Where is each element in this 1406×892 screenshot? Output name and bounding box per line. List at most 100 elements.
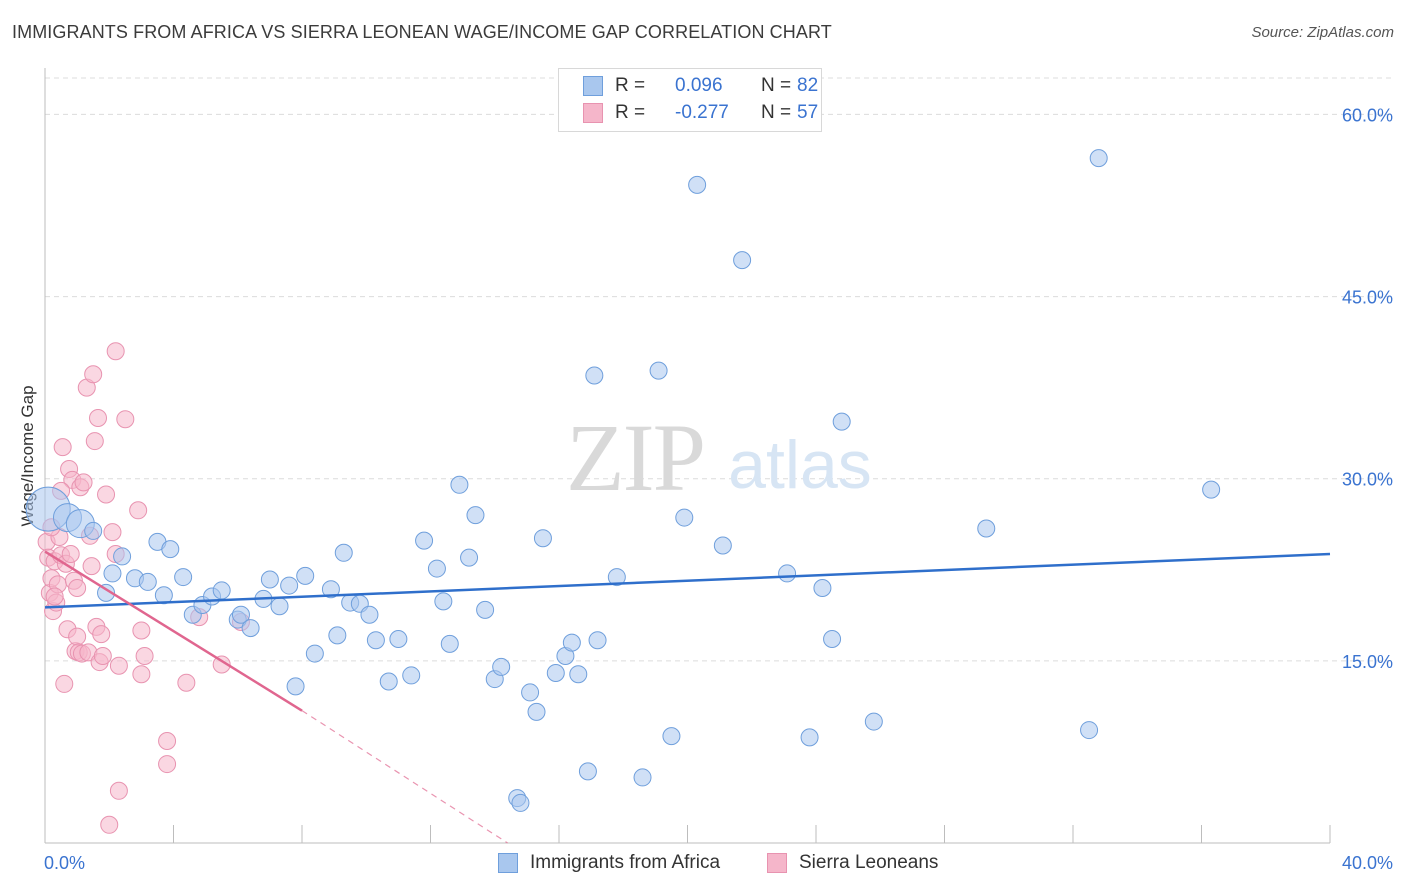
data-point-immigrants-from-africa — [492, 657, 511, 676]
x-tick-label: 0.0% — [44, 853, 85, 873]
data-point-sierra-leoneans — [68, 579, 87, 597]
data-point-sierra-leoneans — [100, 815, 119, 834]
grid-lines — [45, 77, 1392, 662]
stats-r-value: 0.096 — [675, 75, 723, 96]
data-point-immigrants-from-africa — [633, 768, 652, 787]
data-point-sierra-leoneans — [132, 665, 151, 684]
data-point-sierra-leoneans — [68, 627, 87, 646]
legend-item-africa[interactable]: Immigrants from Africa — [498, 852, 720, 874]
data-point-immigrants-from-africa — [321, 580, 340, 599]
data-point-immigrants-from-africa — [578, 762, 597, 781]
data-point-sierra-leoneans — [74, 473, 93, 492]
data-point-immigrants-from-africa — [1080, 721, 1099, 740]
data-point-sierra-leoneans — [109, 781, 128, 800]
data-point-immigrants-from-africa — [241, 619, 260, 638]
data-point-immigrants-from-africa — [328, 626, 347, 645]
data-point-immigrants-from-africa — [1202, 480, 1221, 499]
data-point-immigrants-from-africa — [415, 531, 434, 550]
data-point-immigrants-from-africa — [280, 576, 299, 595]
data-point-immigrants-from-africa — [864, 712, 883, 731]
data-point-immigrants-from-africa — [1089, 149, 1108, 168]
data-point-sierra-leoneans — [92, 625, 111, 644]
data-point-immigrants-from-africa — [832, 412, 851, 431]
data-point-immigrants-from-africa — [813, 579, 832, 597]
data-point-immigrants-from-africa — [649, 361, 668, 380]
trend-line-immigrants-from-africa — [44, 552, 1331, 609]
trend-line-sierra-leoneans — [44, 550, 303, 712]
data-point-sierra-leoneans — [82, 557, 101, 576]
data-point-sierra-leoneans — [97, 485, 116, 504]
data-point-immigrants-from-africa — [800, 728, 819, 747]
data-point-immigrants-from-africa — [562, 633, 581, 652]
data-point-immigrants-from-africa — [511, 793, 530, 812]
legend-label-africa: Immigrants from Africa — [530, 852, 721, 873]
data-point-immigrants-from-africa — [460, 548, 479, 567]
stats-legend: R = 0.096 N = 82 R = -0.277 N = 57 — [558, 68, 822, 132]
data-point-sierra-leoneans — [158, 755, 177, 774]
data-point-sierra-leoneans — [212, 655, 231, 674]
data-point-immigrants-from-africa — [585, 366, 604, 385]
y-tick-label: 30.0% — [1342, 470, 1393, 490]
data-point-immigrants-from-africa — [389, 630, 408, 648]
stats-n-label: N = — [761, 102, 792, 123]
data-point-sierra-leoneans — [103, 523, 122, 542]
data-point-immigrants-from-africa — [713, 536, 732, 555]
stats-n-label: N = — [761, 75, 792, 96]
stats-r-value: -0.277 — [675, 102, 729, 123]
y-tick-label: 45.0% — [1342, 288, 1393, 308]
data-point-sierra-leoneans — [61, 545, 80, 563]
data-point-immigrants-from-africa — [103, 564, 122, 583]
data-point-immigrants-from-africa — [476, 600, 495, 619]
data-point-immigrants-from-africa — [675, 508, 694, 527]
data-point-immigrants-from-africa — [84, 521, 103, 540]
data-point-immigrants-from-africa — [440, 634, 459, 653]
data-point-sierra-leoneans — [84, 365, 103, 384]
data-point-sierra-leoneans — [85, 432, 104, 451]
data-point-sierra-leoneans — [45, 587, 64, 606]
data-point-immigrants-from-africa — [113, 547, 132, 566]
data-point-immigrants-from-africa — [466, 506, 485, 525]
trend-lines — [44, 550, 1331, 844]
series-legend: Immigrants from Africa Sierra Leoneans — [0, 852, 1406, 878]
data-point-sierra-leoneans — [116, 410, 135, 429]
stats-r-label: R = — [615, 75, 646, 96]
watermark: ZIP atlas — [566, 404, 872, 511]
data-point-immigrants-from-africa — [379, 672, 398, 691]
data-point-immigrants-from-africa — [305, 644, 324, 663]
legend-item-sierra-leoneans[interactable]: Sierra Leoneans — [767, 852, 938, 874]
data-point-immigrants-from-africa — [161, 540, 180, 559]
trend-line-sierra-leoneans-extension — [301, 710, 508, 844]
axes — [44, 68, 1331, 844]
tick-labels: 15.0% 30.0% 45.0% 60.0% 0.0% 40.0% — [44, 105, 1393, 873]
data-point-immigrants-from-africa — [286, 677, 305, 696]
stats-n-value: 82 — [797, 75, 819, 96]
data-point-immigrants-from-africa — [402, 666, 421, 685]
data-point-immigrants-from-africa — [212, 581, 231, 600]
data-point-immigrants-from-africa — [427, 559, 446, 578]
data-point-immigrants-from-africa — [977, 519, 996, 538]
data-point-immigrants-from-africa — [154, 586, 173, 605]
data-point-immigrants-from-africa — [533, 529, 552, 548]
data-point-immigrants-from-africa — [733, 251, 752, 270]
data-point-immigrants-from-africa — [607, 568, 626, 587]
data-point-immigrants-from-africa — [334, 543, 353, 562]
data-point-sierra-leoneans — [106, 342, 125, 361]
data-point-immigrants-from-africa — [138, 572, 157, 591]
data-point-sierra-leoneans — [129, 501, 148, 520]
data-point-immigrants-from-africa — [521, 683, 540, 702]
source-credit: Source: ZipAtlas.com — [1251, 24, 1394, 41]
data-point-sierra-leoneans — [177, 673, 196, 692]
data-point-immigrants-from-africa — [823, 630, 842, 648]
data-point-immigrants-from-africa — [662, 727, 681, 746]
data-point-immigrants-from-africa — [296, 566, 315, 585]
series-sierra-leoneans-points — [37, 342, 250, 834]
legend-swatch-blue — [498, 853, 518, 873]
data-point-immigrants-from-africa — [360, 605, 379, 624]
stats-n-value: 57 — [797, 102, 819, 123]
data-point-immigrants-from-africa — [450, 475, 469, 494]
stats-swatch-blue — [583, 76, 603, 96]
data-point-sierra-leoneans — [109, 656, 128, 675]
data-point-immigrants-from-africa — [569, 665, 588, 684]
x-tick-label: 40.0% — [1342, 853, 1393, 873]
data-point-immigrants-from-africa — [527, 702, 546, 721]
